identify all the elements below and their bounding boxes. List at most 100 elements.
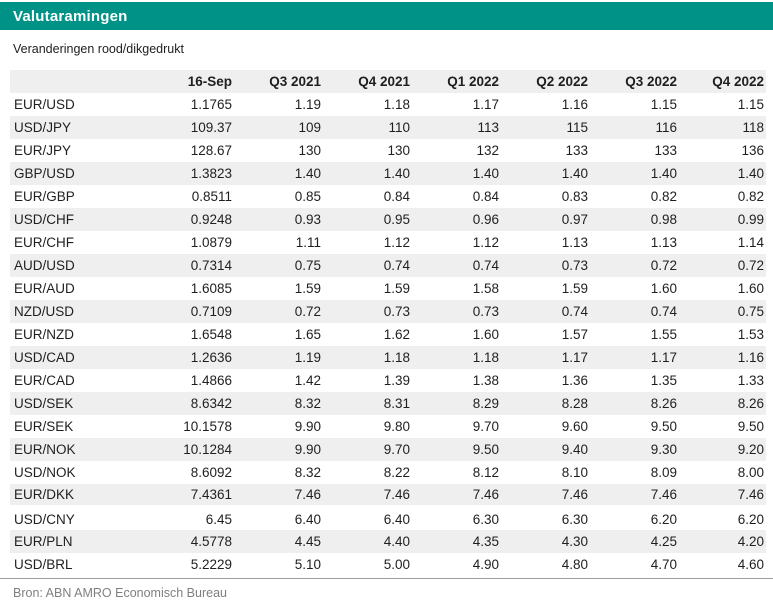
value-cell: 1.17 bbox=[650, 350, 677, 365]
value-cell: 9.50 bbox=[737, 419, 764, 434]
currency-pair-cell: EUR/AUD bbox=[14, 281, 75, 296]
currency-pair-cell: USD/BRL bbox=[14, 557, 73, 572]
value-cell: 0.82 bbox=[650, 189, 677, 204]
column-header: 16-Sep bbox=[187, 74, 232, 89]
currency-pair-cell: EUR/PLN bbox=[14, 534, 73, 549]
value-cell: 8.12 bbox=[472, 465, 499, 480]
currency-pair-cell: EUR/JPY bbox=[14, 143, 72, 158]
value-cell: 0.97 bbox=[561, 212, 588, 227]
value-cell: 5.2229 bbox=[190, 557, 232, 572]
value-cell: 1.59 bbox=[294, 281, 321, 296]
divider bbox=[0, 578, 773, 579]
value-cell: 0.84 bbox=[472, 189, 499, 204]
table-head: 16-Sep Q3 2021 Q4 2021 Q1 2022 Q2 2022 Q3 202… bbox=[10, 70, 766, 93]
value-cell: 7.46 bbox=[561, 486, 588, 502]
value-cell: 9.30 bbox=[650, 442, 677, 457]
value-cell: 0.72 bbox=[737, 258, 764, 273]
value-cell: 6.30 bbox=[499, 504, 588, 530]
value-cell: 136 bbox=[741, 143, 764, 158]
currency-pair-cell: EUR/SEK bbox=[14, 419, 74, 434]
value-cell: 8.32 bbox=[294, 396, 321, 411]
value-cell: 130 bbox=[387, 143, 410, 158]
value-cell: 0.82 bbox=[737, 189, 764, 204]
value-cell: 1.65 bbox=[294, 327, 321, 342]
value-cell: 8.22 bbox=[383, 465, 410, 480]
value-cell: 0.9248 bbox=[190, 212, 232, 227]
value-cell: 4.40 bbox=[383, 534, 410, 549]
value-cell: 1.42 bbox=[294, 373, 321, 388]
value-cell: 0.73 bbox=[472, 304, 499, 319]
value-cell: 1.14 bbox=[737, 235, 764, 250]
value-cell: 1.13 bbox=[650, 235, 677, 250]
value-cell: 8.29 bbox=[472, 396, 499, 411]
value-cell: 8.6092 bbox=[190, 465, 232, 480]
currency-pair-cell: USD/CNY bbox=[10, 504, 143, 530]
value-cell: 1.40 bbox=[737, 166, 764, 181]
value-cell: 1.13 bbox=[561, 235, 588, 250]
currency-pair-cell: EUR/USD bbox=[14, 97, 75, 112]
value-cell: 7.4361 bbox=[190, 486, 232, 502]
value-cell: 1.16 bbox=[561, 97, 588, 112]
value-cell: 1.40 bbox=[294, 166, 321, 181]
value-cell: 133 bbox=[654, 143, 677, 158]
value-cell: 1.18 bbox=[472, 350, 499, 365]
value-cell: 0.7314 bbox=[190, 258, 232, 273]
table-row: USD/JPY 109.37 109 110 113 115 116 118 bbox=[10, 116, 766, 139]
value-cell: 1.40 bbox=[383, 166, 410, 181]
value-cell: 4.30 bbox=[561, 534, 588, 549]
table-row: USD/SEK 8.6342 8.32 8.31 8.29 8.28 8.26 8.26 bbox=[10, 392, 766, 415]
table-row: EUR/DKK 7.4361 7.46 7.46 7.46 7.46 7.46 7.46 bbox=[10, 484, 766, 507]
value-cell: 0.74 bbox=[650, 304, 677, 319]
value-cell: 0.72 bbox=[650, 258, 677, 273]
table-row: AUD/USD 0.7314 0.75 0.74 0.74 0.73 0.72 0.72 bbox=[10, 254, 766, 277]
table-row: EUR/CAD 1.4866 1.42 1.39 1.38 1.36 1.35 1.33 bbox=[10, 369, 766, 392]
value-cell: 8.6342 bbox=[190, 396, 232, 411]
value-cell: 4.90 bbox=[472, 557, 499, 572]
value-cell: 109.37 bbox=[190, 120, 232, 135]
currency-pair-cell: GBP/USD bbox=[14, 166, 75, 181]
table-header-row: 16-Sep Q3 2021 Q4 2021 Q1 2022 Q2 2022 Q3 202… bbox=[10, 70, 766, 93]
value-cell: 1.17 bbox=[561, 350, 588, 365]
value-cell: 0.72 bbox=[294, 304, 321, 319]
value-cell: 1.40 bbox=[650, 166, 677, 181]
value-cell: 109 bbox=[298, 120, 321, 135]
value-cell: 8.32 bbox=[294, 465, 321, 480]
value-cell: 115 bbox=[566, 120, 588, 135]
value-cell: 8.26 bbox=[650, 396, 677, 411]
value-cell: 1.17 bbox=[472, 97, 499, 112]
value-cell: 1.53 bbox=[737, 327, 764, 342]
table-row: EUR/AUD 1.6085 1.59 1.59 1.58 1.59 1.60 1.60 bbox=[10, 277, 766, 300]
column-header: Q3 2022 bbox=[625, 74, 677, 89]
value-cell: 113 bbox=[477, 120, 499, 135]
value-cell: 0.75 bbox=[737, 304, 764, 319]
value-cell: 6.40 bbox=[232, 504, 321, 530]
value-cell: 0.75 bbox=[294, 258, 321, 273]
value-cell: 1.40 bbox=[472, 166, 499, 181]
value-cell: 9.50 bbox=[472, 442, 499, 457]
value-cell: 4.25 bbox=[650, 534, 677, 549]
value-cell: 133 bbox=[565, 143, 588, 158]
table-row: NZD/USD 0.7109 0.72 0.73 0.73 0.74 0.74 0.75 bbox=[10, 300, 766, 323]
value-cell: 7.46 bbox=[472, 486, 499, 502]
currency-pair-cell: USD/JPY bbox=[14, 120, 72, 135]
value-cell: 0.73 bbox=[561, 258, 588, 273]
table-row: EUR/NOK 10.1284 9.90 9.70 9.50 9.40 9.30 9.20 bbox=[10, 438, 766, 461]
value-cell: 4.35 bbox=[472, 534, 499, 549]
currency-pair-cell: EUR/GBP bbox=[14, 189, 75, 204]
value-cell: 1.18 bbox=[383, 350, 410, 365]
value-cell: 6.45 bbox=[143, 504, 232, 530]
value-cell: 5.10 bbox=[294, 557, 321, 572]
value-cell: 10.1284 bbox=[183, 442, 232, 457]
value-cell: 1.16 bbox=[737, 350, 764, 365]
value-cell: 0.93 bbox=[294, 212, 321, 227]
value-cell: 128.67 bbox=[190, 143, 232, 158]
value-cell: 0.8511 bbox=[191, 189, 232, 204]
value-cell: 5.00 bbox=[383, 557, 410, 572]
value-cell: 8.09 bbox=[650, 465, 677, 480]
value-cell: 1.58 bbox=[472, 281, 499, 296]
table-row: EUR/GBP 0.8511 0.85 0.84 0.84 0.83 0.82 0.82 bbox=[10, 185, 766, 208]
value-cell: 9.70 bbox=[472, 419, 499, 434]
value-cell: 1.57 bbox=[561, 327, 588, 342]
value-cell: 0.7109 bbox=[190, 304, 232, 319]
value-cell: 4.45 bbox=[294, 534, 321, 549]
